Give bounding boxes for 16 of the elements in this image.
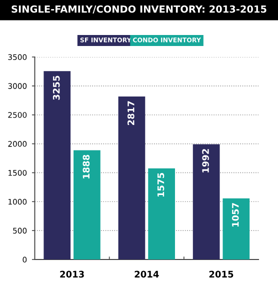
data-label: 1575 <box>157 173 164 197</box>
bar <box>192 144 220 260</box>
x-tick-label: 2013 <box>60 270 84 278</box>
chart-title: SINGLE-FAMILY/CONDO INVENTORY: 2013-2015 <box>12 5 266 14</box>
data-label: 1992 <box>202 149 209 172</box>
x-tick-label: 2015 <box>209 270 234 278</box>
bar <box>148 168 175 260</box>
data-label: 3255 <box>52 76 60 100</box>
data-label: 1057 <box>232 203 239 226</box>
data-label: 2817 <box>128 101 134 125</box>
bar <box>44 71 71 260</box>
data-label: 1888 <box>82 154 90 178</box>
x-tick-label: 2014 <box>134 270 159 278</box>
bar <box>74 150 100 260</box>
bar <box>118 96 146 260</box>
bar <box>222 198 250 260</box>
